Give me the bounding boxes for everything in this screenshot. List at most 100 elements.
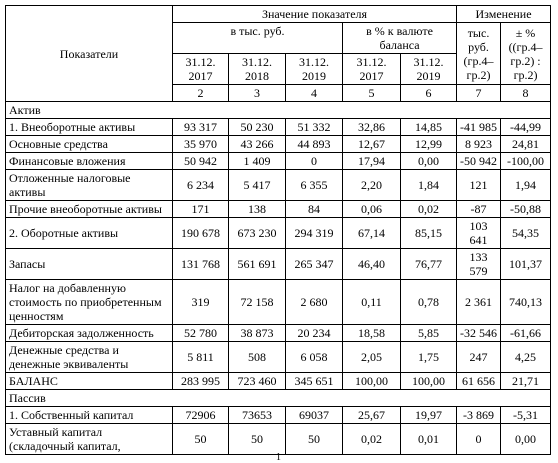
value-cell: 0,00	[500, 423, 552, 455]
value-cell: -100,00	[500, 152, 552, 170]
section-cell: Пассив	[4, 389, 552, 407]
value-cell: 294 319	[285, 217, 343, 249]
value-cell: 723 460	[228, 372, 286, 390]
value-cell: 54,35	[500, 217, 552, 249]
value-cell: -32 546	[456, 324, 502, 342]
value-cell: 100,00	[342, 372, 401, 390]
value-cell: 43 266	[228, 135, 286, 153]
table-row: Актив	[4, 101, 552, 119]
value-cell: 345 651	[285, 372, 343, 390]
value-cell: 133 579	[456, 248, 502, 280]
value-cell: 25,67	[342, 406, 401, 424]
header-row: 31.12. 2017 31.12. 2018 31.12. 2019 31.12. …	[6, 53, 551, 85]
column-number: 4	[285, 84, 343, 102]
value-cell: 20 234	[285, 324, 343, 342]
column-number: 5	[342, 84, 401, 102]
column-number: 2	[172, 84, 229, 102]
value-cell: 5,85	[399, 324, 458, 342]
page-number: 1	[276, 452, 281, 463]
value-cell: 6 058	[285, 341, 343, 373]
value-cell: 265 347	[285, 248, 343, 280]
value-cell: 52 780	[172, 324, 229, 342]
value-cell: 2,05	[342, 341, 401, 373]
row-label: БАЛАНС	[5, 372, 173, 390]
value-cell: 101,37	[500, 248, 552, 280]
table-row: Запасы 131 768 561 691 265 347 46,40 76,77 133…	[5, 248, 552, 280]
table-row: 2. Оборотные активы 190 678 673 230 294 319…	[5, 217, 552, 249]
header-cell: Изменение	[456, 5, 552, 23]
header-cell: ± % ((гр.4–гр.2) : гр.2)	[500, 22, 552, 85]
table-row: Денежные средства и денежные эквиваленты…	[5, 341, 552, 373]
value-cell: 0,78	[399, 279, 458, 325]
header-cell: Показатели	[5, 5, 173, 102]
value-cell: 85,15	[399, 217, 458, 249]
column-number: 6	[399, 84, 458, 102]
table-row: 1. Собственный капитал 72906 73653 69037 25,…	[5, 406, 552, 424]
value-cell: -50 942	[456, 152, 502, 170]
value-cell: 93 317	[172, 118, 229, 136]
column-number: 7	[456, 84, 502, 102]
row-label: Налог на добавленную стоимость по приобр…	[5, 279, 173, 325]
table-body: Показатели Значение показателя Изменение…	[4, 5, 552, 455]
row-label: 1. Внеоборотные активы	[5, 118, 173, 136]
row-label: Отложенные налоговые активы	[5, 169, 173, 201]
row-label: Запасы	[5, 248, 173, 280]
value-cell: 4,25	[500, 341, 552, 373]
date-cell: 31.12. 2017	[342, 53, 401, 85]
column-number: 8	[500, 84, 552, 102]
value-cell: 2,20	[342, 169, 401, 201]
row-label: Основные средства	[5, 135, 173, 153]
value-cell: 61 656	[456, 372, 502, 390]
value-cell: 103 641	[456, 217, 502, 249]
value-cell: -44,99	[500, 118, 552, 136]
table-row: Дебиторская задолженность 52 780 38 873 20 …	[5, 324, 552, 342]
date-cell: 31.12. 2018	[228, 53, 286, 85]
table-row: БАЛАНС 283 995 723 460 345 651 100,00 100,00 6…	[5, 372, 552, 390]
value-cell: 67,14	[342, 217, 401, 249]
value-cell: -5,31	[500, 406, 552, 424]
value-cell: 6 355	[285, 169, 343, 201]
value-cell: 51 332	[285, 118, 343, 136]
row-label: Финансовые вложения	[5, 152, 173, 170]
table-row: 1. Внеоборотные активы 93 317 50 230 51 332…	[5, 118, 552, 136]
value-cell: 5 417	[228, 169, 286, 201]
value-cell: 1,84	[399, 169, 458, 201]
table-row: Прочие внеоборотные активы 171 138 84 0,06 0,…	[5, 200, 552, 218]
value-cell: 121	[456, 169, 502, 201]
value-cell: 50 942	[172, 152, 229, 170]
section-cell: Актив	[4, 101, 552, 119]
header-row: в тыс. руб. в % к валюте баланса тыс. ру…	[6, 22, 552, 85]
value-cell: 5 811	[172, 341, 229, 373]
value-cell: 0	[285, 152, 343, 170]
value-cell: 319	[172, 279, 229, 325]
value-cell: 100,00	[399, 372, 458, 390]
value-cell: 50	[285, 423, 343, 455]
value-cell: 50	[172, 423, 229, 455]
value-cell: 17,94	[342, 152, 401, 170]
row-label: Уставный капитал (складочный капитал,	[5, 423, 173, 455]
value-cell: 740,13	[500, 279, 552, 325]
header-row: Показатели Значение показателя Изменение	[5, 5, 552, 102]
value-cell: 561 691	[228, 248, 286, 280]
date-cell: 31.12. 2019	[285, 53, 343, 85]
table-row: Отложенные налоговые активы 6 234 5 417 6 3…	[5, 169, 552, 201]
value-cell: 12,67	[342, 135, 401, 153]
value-cell: -50,88	[500, 200, 552, 218]
value-cell: 14,85	[399, 118, 458, 136]
value-cell: 0	[456, 423, 502, 455]
value-cell: 73653	[228, 406, 286, 424]
row-label: 1. Собственный капитал	[5, 406, 173, 424]
value-cell: 35 970	[172, 135, 229, 153]
date-cell: 31.12. 2017	[172, 53, 229, 85]
value-cell: 19,97	[399, 406, 458, 424]
balance-table: Показатели Значение показателя Изменение…	[4, 5, 552, 455]
value-cell: 84	[285, 200, 343, 218]
value-cell: -3 869	[456, 406, 502, 424]
value-cell: 190 678	[172, 217, 229, 249]
value-cell: -87	[456, 200, 502, 218]
header-cell: в % к валюте баланса	[341, 22, 458, 54]
value-cell: 1,94	[500, 169, 552, 201]
value-cell: 138	[228, 200, 286, 218]
